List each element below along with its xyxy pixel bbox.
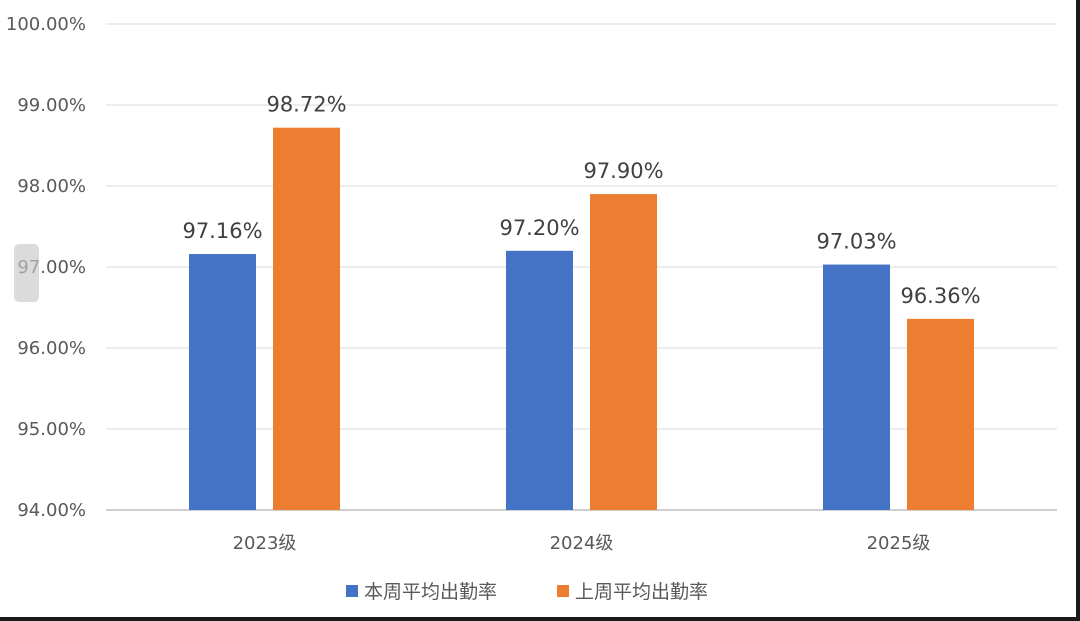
bar [823,264,890,510]
data-label: 97.03% [816,230,896,254]
bar [273,127,340,511]
x-tick-label: 2023级 [233,533,297,554]
y-tick-label: 96.00% [17,338,86,359]
data-label: 96.36% [900,284,980,308]
window-border-bottom [0,617,1080,621]
y-tick-label: 95.00% [17,419,86,440]
y-tick-label: 100.00% [6,14,86,35]
y-tick-label: 99.00% [17,95,86,116]
y-tick-label: 98.00% [17,176,86,197]
legend-label: 本周平均出勤率 [364,581,497,603]
legend-swatch [346,585,358,597]
data-label: 98.72% [266,93,346,117]
bars [189,127,974,511]
legend-label: 上周平均出勤率 [575,581,708,603]
bar [590,194,657,510]
bar [907,318,974,510]
bar [506,250,573,511]
bar [189,254,256,510]
window-border-right [1076,0,1080,621]
legend-swatch [557,585,569,597]
data-labels: 97.16% 98.72% 97.20% 97.90% 97.03% 96.36% [182,93,980,308]
data-label: 97.90% [583,159,663,183]
gridlines [106,23,1057,511]
x-tick-label: 2025级 [867,533,931,554]
x-axis: 2023级 2024级 2025级 [233,533,931,554]
y-tick-label: 94.00% [17,500,86,521]
x-tick-label: 2024级 [550,533,614,554]
scroll-handle[interactable] [14,244,39,302]
legend: 本周平均出勤率 上周平均出勤率 [346,581,708,603]
data-label: 97.16% [182,219,262,243]
data-label: 97.20% [499,216,579,240]
